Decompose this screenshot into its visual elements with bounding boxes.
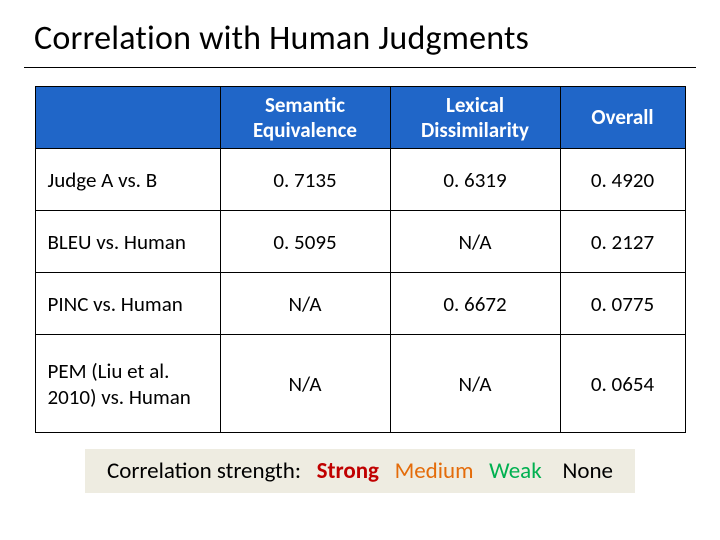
cell-value: 0. 7135 [220, 149, 390, 211]
cell-value: 0. 4920 [560, 149, 685, 211]
legend-medium: Medium [395, 457, 474, 485]
row-label: PINC vs. Human [35, 273, 220, 335]
legend-label: Correlation strength: [107, 457, 301, 485]
cell-value: 0. 2127 [560, 211, 685, 273]
cell-value: N/A [390, 211, 560, 273]
row-label: PEM (Liu et al. 2010) vs. Human [35, 335, 220, 433]
row-label: BLEU vs. Human [35, 211, 220, 273]
row-label: Judge A vs. B [35, 149, 220, 211]
cell-value: 0. 5095 [220, 211, 390, 273]
correlation-table: Semantic Equivalence Lexical Dissimilari… [35, 86, 686, 433]
legend-none: None [562, 457, 613, 485]
header-blank [35, 87, 220, 149]
cell-value: 0. 6319 [390, 149, 560, 211]
cell-value: 0. 6672 [390, 273, 560, 335]
table-row: Judge A vs. B 0. 7135 0. 6319 0. 4920 [35, 149, 685, 211]
slide: Correlation with Human Judgments Semanti… [0, 0, 720, 540]
table-header-row: Semantic Equivalence Lexical Dissimilari… [35, 87, 685, 149]
cell-value: 0. 0654 [560, 335, 685, 433]
header-overall: Overall [560, 87, 685, 149]
cell-value: N/A [220, 335, 390, 433]
header-lexical: Lexical Dissimilarity [390, 87, 560, 149]
table-row: PEM (Liu et al. 2010) vs. Human N/A N/A … [35, 335, 685, 433]
legend-weak: Weak [489, 457, 542, 485]
legend-strong: Strong [317, 457, 379, 485]
legend-wrap: Correlation strength: Strong Medium Weak… [24, 449, 696, 493]
table-row: BLEU vs. Human 0. 5095 N/A 0. 2127 [35, 211, 685, 273]
header-semantic: Semantic Equivalence [220, 87, 390, 149]
cell-value: N/A [390, 335, 560, 433]
legend: Correlation strength: Strong Medium Weak… [85, 449, 635, 493]
cell-value: N/A [220, 273, 390, 335]
table-row: PINC vs. Human N/A 0. 6672 0. 0775 [35, 273, 685, 335]
slide-title: Correlation with Human Judgments [24, 18, 696, 68]
cell-value: 0. 0775 [560, 273, 685, 335]
